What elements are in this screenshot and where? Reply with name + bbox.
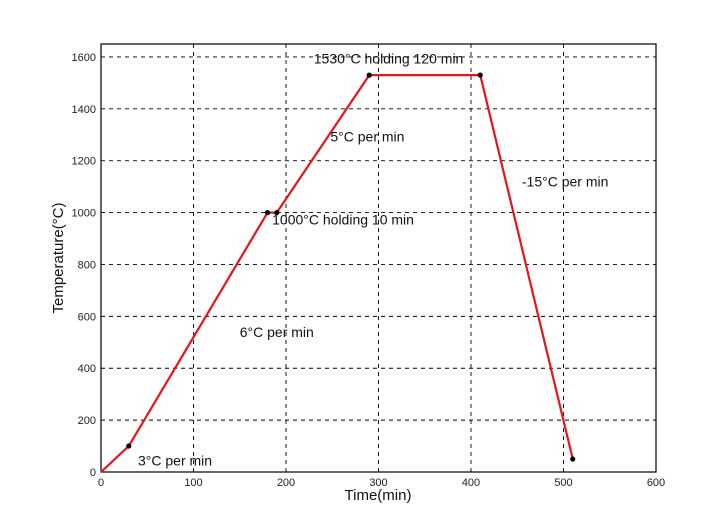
annotation-label: 6°C per min (240, 324, 314, 340)
data-point (366, 72, 372, 78)
annotation-label: 3°C per min (138, 453, 212, 469)
data-point (477, 72, 483, 78)
x-tick-label: 100 (184, 477, 202, 489)
y-axis-label: Temperature(°C) (50, 202, 67, 313)
x-tick-label: 0 (98, 477, 104, 489)
data-points (126, 72, 576, 462)
x-tick-label: 400 (462, 477, 480, 489)
y-tick-label: 0 (90, 467, 96, 479)
y-tick-label: 600 (78, 311, 96, 323)
annotation-label: -15°C per min (522, 174, 609, 190)
annotation-label: 1530°C holding 120 min (314, 50, 464, 66)
y-tick-label: 1000 (72, 208, 96, 220)
y-tick-label: 400 (78, 363, 96, 375)
annotations: 3°C per min 6°C per min 1000°C holding 10 … (138, 50, 608, 468)
y-tick-label: 1400 (72, 104, 96, 116)
x-tick-label: 500 (554, 477, 572, 489)
x-tick-label: 600 (647, 477, 665, 489)
x-axis-label: Time(min) (345, 487, 412, 504)
data-point (274, 210, 280, 216)
y-tick-label: 1600 (72, 52, 96, 64)
annotation-label: 1000°C holding 10 min (272, 211, 414, 227)
data-point (264, 210, 271, 216)
plot-frame (100, 43, 657, 473)
y-tick-label: 800 (78, 259, 96, 271)
tick-labels: 0 100 200 300 400 500 600 0 200 400 600 800 1000 1200… (72, 52, 666, 489)
data-point (570, 456, 576, 462)
x-tick-label: 300 (369, 477, 387, 489)
grid (101, 44, 656, 472)
y-tick-label: 1200 (72, 156, 96, 168)
x-tick-label: 200 (277, 477, 295, 489)
data-point (126, 443, 132, 449)
annotation-label: 5°C per min (330, 128, 404, 144)
y-tick-label: 200 (78, 415, 96, 427)
